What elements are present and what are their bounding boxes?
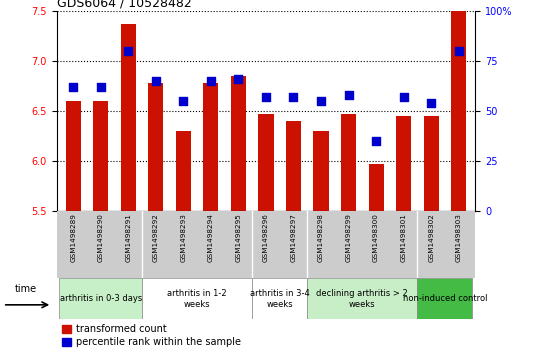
Text: GSM1498301: GSM1498301 bbox=[401, 213, 407, 262]
Text: arthritis in 1-2
weeks: arthritis in 1-2 weeks bbox=[167, 289, 227, 309]
Bar bbox=[286, 121, 301, 211]
Point bbox=[207, 78, 215, 83]
Point bbox=[399, 94, 408, 99]
Bar bbox=[142, 278, 252, 319]
Text: time: time bbox=[15, 284, 37, 294]
Bar bbox=[176, 131, 191, 211]
Bar bbox=[59, 278, 142, 319]
Bar bbox=[66, 101, 81, 211]
Point bbox=[234, 76, 243, 82]
Bar bbox=[121, 24, 136, 211]
Bar bbox=[258, 114, 274, 211]
Text: GSM1498297: GSM1498297 bbox=[291, 213, 296, 262]
Bar bbox=[341, 114, 356, 211]
Point bbox=[97, 84, 105, 90]
Text: arthritis in 3-4
weeks: arthritis in 3-4 weeks bbox=[250, 289, 309, 309]
Text: GSM1498291: GSM1498291 bbox=[125, 213, 131, 262]
Text: GSM1498300: GSM1498300 bbox=[373, 213, 379, 262]
Bar bbox=[231, 76, 246, 211]
Text: GSM1498303: GSM1498303 bbox=[456, 213, 462, 262]
Point bbox=[179, 98, 188, 103]
Point bbox=[427, 100, 435, 106]
Point bbox=[152, 78, 160, 83]
Bar bbox=[148, 83, 164, 211]
Bar bbox=[417, 278, 472, 319]
Point bbox=[289, 94, 298, 99]
Bar bbox=[368, 164, 383, 211]
Text: GSM1498290: GSM1498290 bbox=[98, 213, 104, 262]
Bar bbox=[423, 116, 438, 211]
Text: GDS6064 / 10528482: GDS6064 / 10528482 bbox=[57, 0, 192, 10]
Point bbox=[261, 94, 270, 99]
Text: declining arthritis > 2
weeks: declining arthritis > 2 weeks bbox=[316, 289, 408, 309]
Bar bbox=[93, 101, 109, 211]
Point bbox=[454, 48, 463, 54]
Text: GSM1498298: GSM1498298 bbox=[318, 213, 324, 262]
Point bbox=[69, 84, 78, 90]
Bar bbox=[204, 83, 219, 211]
Text: GSM1498296: GSM1498296 bbox=[263, 213, 269, 262]
Bar bbox=[396, 116, 411, 211]
Legend: transformed count, percentile rank within the sample: transformed count, percentile rank withi… bbox=[62, 324, 241, 347]
Point bbox=[372, 138, 380, 143]
Point bbox=[316, 98, 325, 103]
Bar bbox=[451, 11, 466, 211]
Text: arthritis in 0-3 days: arthritis in 0-3 days bbox=[59, 294, 142, 303]
Text: GSM1498299: GSM1498299 bbox=[346, 213, 352, 262]
Text: GSM1498293: GSM1498293 bbox=[180, 213, 186, 262]
Bar bbox=[307, 278, 417, 319]
Bar bbox=[313, 131, 328, 211]
Text: GSM1498294: GSM1498294 bbox=[208, 213, 214, 262]
Text: GSM1498302: GSM1498302 bbox=[428, 213, 434, 262]
Text: non-induced control: non-induced control bbox=[403, 294, 487, 303]
Point bbox=[344, 92, 353, 98]
Bar bbox=[252, 278, 307, 319]
Text: GSM1498292: GSM1498292 bbox=[153, 213, 159, 262]
Text: GSM1498289: GSM1498289 bbox=[70, 213, 76, 262]
Text: GSM1498295: GSM1498295 bbox=[235, 213, 241, 262]
Point bbox=[124, 48, 133, 54]
